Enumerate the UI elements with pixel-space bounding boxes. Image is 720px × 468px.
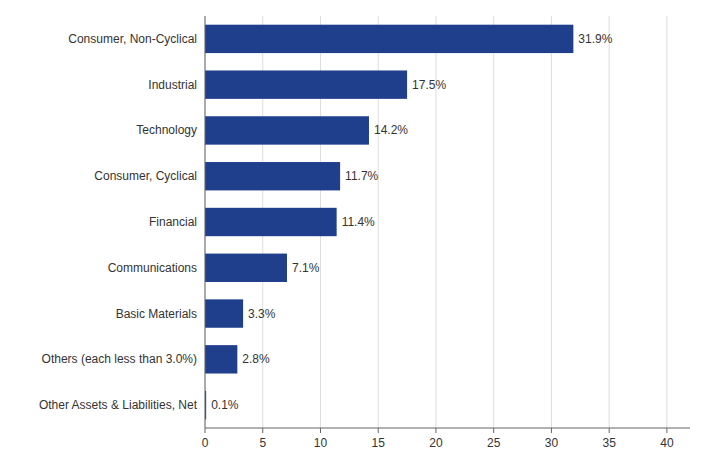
tick-label: 25: [487, 436, 501, 450]
grid-line: [551, 16, 552, 428]
chart-container: 0 5 10 15 20 25 30 35 40 0.1% 2.8% 3.3% 7.1% 11.4% 11.…: [0, 0, 720, 468]
category-label: Other Assets & Liabilities, Net: [39, 398, 198, 412]
bar: [205, 70, 407, 98]
bar: [205, 345, 237, 373]
x-axis-line: [205, 428, 690, 429]
category-label: Industrial: [148, 78, 197, 92]
tick-label: 40: [660, 436, 674, 450]
tick-mark: [262, 428, 263, 433]
tick-mark: [435, 428, 436, 433]
data-labels: 0.1% 2.8% 3.3% 7.1% 11.4% 11.7% 14.2% 17.5% 31.9…: [211, 32, 613, 412]
y-axis-labels: Other Assets & Liabilities, Net Others (e…: [39, 32, 198, 412]
category-label: Communications: [108, 261, 197, 275]
tick-mark: [551, 428, 552, 433]
tick-label: 35: [602, 436, 616, 450]
tick-label: 20: [429, 436, 443, 450]
chart-svg: 0 5 10 15 20 25 30 35 40 0.1% 2.8% 3.3% 7.1% 11.4% 11.…: [0, 0, 720, 468]
y-axis-line: [205, 16, 206, 428]
tick-label: 30: [545, 436, 559, 450]
category-label: Consumer, Non-Cyclical: [68, 32, 197, 46]
grid-line: [493, 16, 494, 428]
bar: [205, 25, 573, 53]
tick-mark: [378, 428, 379, 433]
grid-line: [205, 16, 206, 428]
bar: [205, 254, 287, 282]
data-label: 11.7%: [345, 169, 378, 183]
grid-line: [666, 16, 667, 428]
data-label: 2.8%: [242, 352, 270, 366]
category-label: Financial: [149, 215, 197, 229]
grid-line: [609, 16, 610, 428]
tick-label: 10: [314, 436, 328, 450]
data-label: 11.4%: [342, 215, 375, 229]
tick-label: 15: [372, 436, 386, 450]
data-label: 3.3%: [248, 307, 276, 321]
tick-mark: [320, 428, 321, 433]
category-label: Basic Materials: [116, 307, 197, 321]
data-label: 14.2%: [374, 123, 408, 137]
tick-label: 0: [202, 436, 209, 450]
bar: [205, 208, 337, 236]
tick-mark: [666, 428, 667, 433]
tick-mark: [609, 428, 610, 433]
data-label: 31.9%: [578, 32, 612, 46]
bar: [205, 162, 340, 190]
tick-label: 5: [259, 436, 266, 450]
data-label: 7.1%: [292, 261, 320, 275]
x-axis-ticks: 0 5 10 15 20 25 30 35 40: [202, 428, 674, 450]
data-label: 17.5%: [412, 78, 446, 92]
tick-mark: [205, 428, 206, 433]
bars: [205, 25, 573, 420]
grid: [205, 16, 667, 428]
bar: [205, 116, 369, 144]
bar: [205, 299, 243, 327]
category-label: Technology: [136, 123, 197, 137]
category-label: Consumer, Cyclical: [94, 169, 197, 183]
data-label: 0.1%: [211, 398, 239, 412]
tick-mark: [493, 428, 494, 433]
category-label: Others (each less than 3.0%): [42, 352, 197, 366]
